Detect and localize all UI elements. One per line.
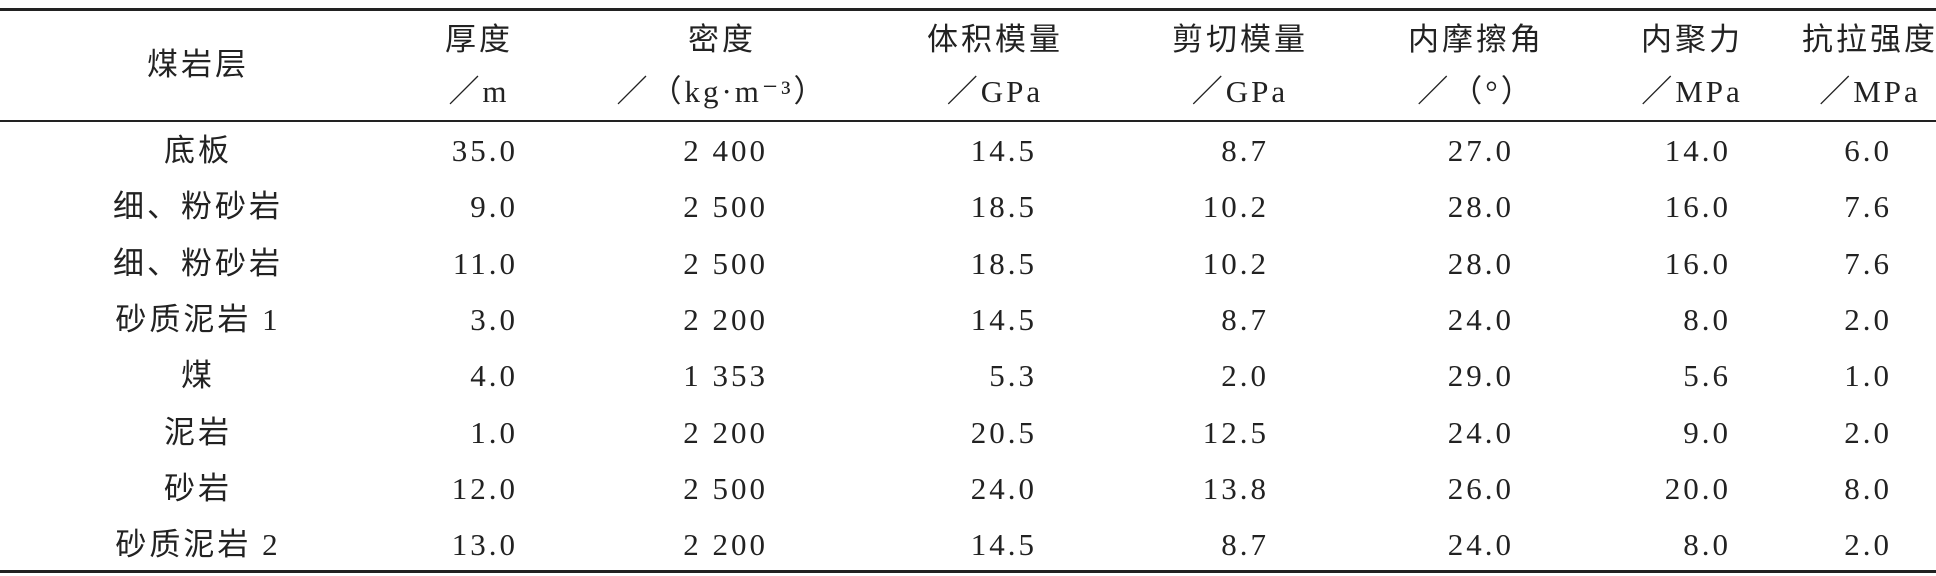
cell-value: 13.0 xyxy=(451,527,518,563)
cell-value: 28.0 xyxy=(1447,245,1514,281)
header-cell: 密度 xyxy=(688,22,756,57)
header-cell: ／GPa xyxy=(946,74,1044,109)
row-label: 砂质泥岩 2 xyxy=(115,527,281,563)
cell-value: 9.0 xyxy=(470,189,518,225)
cell-value: 20.5 xyxy=(970,414,1037,450)
cell-value: 12.0 xyxy=(451,470,518,506)
header-cell: ／（°） xyxy=(1417,74,1535,109)
cell-value: 28.0 xyxy=(1447,189,1514,225)
cell-value: 29.0 xyxy=(1447,358,1514,394)
cell-value: 1.0 xyxy=(470,414,518,450)
header-cell: ／MPa xyxy=(1641,74,1743,109)
row-label: 泥岩 xyxy=(164,414,232,450)
cell-value: 8.7 xyxy=(1221,527,1269,563)
cell-value: 14.0 xyxy=(1664,133,1731,168)
cell-value: 8.0 xyxy=(1683,301,1731,337)
cell-value: 8.0 xyxy=(1844,470,1892,506)
cell-value: 9.0 xyxy=(1683,414,1731,450)
header-cell: ／m xyxy=(448,74,510,109)
cell-value: 14.5 xyxy=(970,133,1037,168)
cell-value: 8.0 xyxy=(1683,527,1731,563)
header-cell: ／（kg·m⁻³） xyxy=(616,74,828,109)
cell-value: 2 500 xyxy=(683,470,768,506)
cell-value: 2.0 xyxy=(1844,414,1892,450)
header-cell: 内聚力 xyxy=(1641,22,1743,57)
cell-value: 14.5 xyxy=(970,527,1037,563)
cell-value: 2.0 xyxy=(1221,358,1269,394)
cell-value: 2 500 xyxy=(683,189,768,225)
row-label: 底板 xyxy=(164,133,232,168)
cell-value: 16.0 xyxy=(1664,189,1731,225)
header-cell: 煤岩层 xyxy=(147,47,249,82)
cell-value: 4.0 xyxy=(470,358,518,394)
header-cell: 厚度 xyxy=(445,22,513,57)
cell-value: 2 200 xyxy=(683,414,768,450)
cell-value: 35.0 xyxy=(451,133,518,168)
bottom-rule xyxy=(0,570,1936,573)
cell-value: 8.7 xyxy=(1221,133,1269,168)
row-label: 煤 xyxy=(181,358,215,394)
header-cell: 内摩擦角 xyxy=(1408,22,1544,57)
cell-value: 8.7 xyxy=(1221,301,1269,337)
header-cell: ／MPa xyxy=(1819,74,1921,109)
cell-value: 2.0 xyxy=(1844,527,1892,563)
cell-value: 5.6 xyxy=(1683,358,1731,394)
header-rule xyxy=(0,120,1936,122)
cell-value: 5.3 xyxy=(989,358,1037,394)
header-cell: 体积模量 xyxy=(927,22,1063,57)
cell-value: 26.0 xyxy=(1447,470,1514,506)
cell-value: 7.6 xyxy=(1844,245,1892,281)
cell-value: 24.0 xyxy=(1447,527,1514,563)
top-rule xyxy=(0,8,1936,11)
cell-value: 6.0 xyxy=(1844,133,1892,168)
cell-value: 2.0 xyxy=(1844,301,1892,337)
cell-value: 1 353 xyxy=(683,358,768,394)
cell-value: 1.0 xyxy=(1844,358,1892,394)
cell-value: 16.0 xyxy=(1664,245,1731,281)
cell-value: 27.0 xyxy=(1447,133,1514,168)
cell-value: 14.5 xyxy=(970,301,1037,337)
cell-value: 2 500 xyxy=(683,245,768,281)
cell-value: 24.0 xyxy=(1447,301,1514,337)
cell-value: 7.6 xyxy=(1844,189,1892,225)
cell-value: 24.0 xyxy=(970,470,1037,506)
row-label: 砂质泥岩 1 xyxy=(115,301,281,337)
cell-value: 10.2 xyxy=(1202,245,1269,281)
header-cell: 抗拉强度 xyxy=(1802,22,1936,57)
cell-value: 11.0 xyxy=(452,245,518,281)
row-label: 细、粉砂岩 xyxy=(113,245,283,281)
cell-value: 24.0 xyxy=(1447,414,1514,450)
cell-value: 2 200 xyxy=(683,301,768,337)
cell-value: 10.2 xyxy=(1202,189,1269,225)
cell-value: 2 200 xyxy=(683,527,768,563)
row-label: 细、粉砂岩 xyxy=(113,189,283,225)
header-cell: ／GPa xyxy=(1191,74,1289,109)
row-label: 砂岩 xyxy=(164,470,232,506)
cell-value: 13.8 xyxy=(1202,470,1269,506)
cell-value: 3.0 xyxy=(470,301,518,337)
cell-value: 2 400 xyxy=(683,133,768,168)
header-cell: 剪切模量 xyxy=(1172,22,1308,57)
cell-value: 20.0 xyxy=(1664,470,1731,506)
cell-value: 12.5 xyxy=(1202,414,1269,450)
cell-value: 18.5 xyxy=(970,245,1037,281)
cell-value: 18.5 xyxy=(970,189,1037,225)
